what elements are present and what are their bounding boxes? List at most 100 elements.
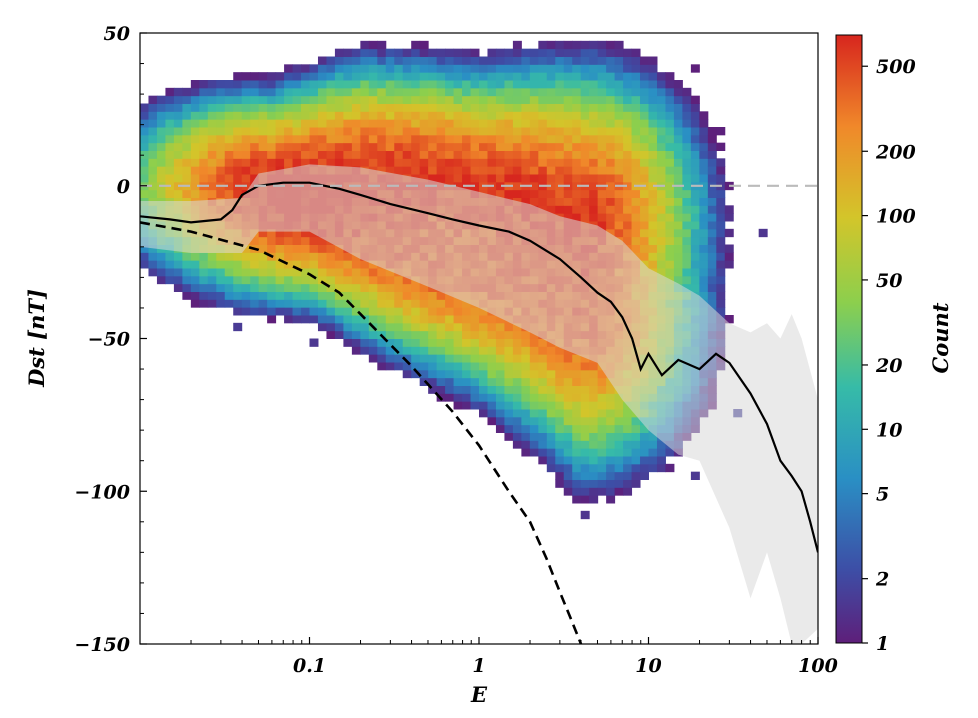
heatmap-cell — [623, 448, 633, 457]
heatmap-cell — [597, 456, 607, 465]
heatmap-cell — [724, 260, 734, 269]
heatmap-cell — [301, 268, 310, 277]
heatmap-cell — [563, 385, 573, 394]
heatmap-cell — [521, 424, 531, 433]
heatmap-cell — [343, 307, 353, 316]
heatmap-cell — [538, 103, 548, 112]
heatmap-cell — [656, 127, 666, 136]
heatmap-cell — [224, 119, 234, 128]
heatmap-cell — [165, 189, 175, 198]
heatmap-cell — [207, 189, 217, 198]
heatmap-cell — [428, 174, 438, 183]
heatmap-cell — [487, 111, 497, 120]
heatmap-cell — [140, 111, 149, 120]
heatmap-cell — [546, 401, 556, 410]
heatmap-cell — [207, 283, 217, 292]
heatmap-cell — [411, 80, 421, 89]
heatmap-cell — [512, 95, 522, 104]
heatmap-cell — [241, 87, 251, 97]
heatmap-cell — [453, 142, 463, 151]
heatmap-cell — [317, 260, 327, 269]
heatmap-cell — [224, 275, 234, 285]
heatmap-cell — [394, 330, 404, 339]
heatmap-cell — [589, 409, 599, 418]
heatmap-cell — [487, 330, 497, 339]
heatmap-cell — [690, 158, 700, 167]
heatmap-cell — [665, 111, 675, 120]
heatmap-cell — [495, 401, 505, 410]
heatmap-cell — [233, 80, 243, 89]
heatmap-cell — [419, 40, 429, 50]
heatmap-cell — [716, 158, 726, 167]
heatmap-cell — [656, 103, 666, 112]
heatmap-cell — [597, 205, 607, 214]
heatmap-cell — [648, 103, 658, 112]
heatmap-cell — [690, 150, 700, 159]
heatmap-cell — [453, 48, 463, 57]
heatmap-cell — [216, 150, 226, 159]
heatmap-cell — [470, 346, 480, 355]
heatmap-cell — [504, 127, 514, 136]
heatmap-cell — [563, 64, 573, 73]
heatmap-cell — [156, 111, 166, 120]
heatmap-cell — [538, 166, 548, 175]
heatmap-cell — [411, 354, 421, 363]
heatmap-cell — [470, 127, 480, 136]
heatmap-cell — [411, 40, 421, 50]
heatmap-cell — [546, 80, 556, 89]
heatmap-cell — [445, 354, 455, 363]
heatmap-cell — [682, 205, 692, 214]
heatmap-cell — [360, 150, 370, 159]
heatmap-cell — [521, 346, 531, 355]
heatmap-cell — [529, 181, 539, 191]
heatmap-cell — [453, 56, 463, 65]
heatmap-cell — [470, 369, 480, 379]
heatmap-cell — [665, 228, 675, 238]
heatmap-cell — [546, 64, 556, 73]
heatmap-cell — [580, 174, 590, 183]
heatmap-cell — [538, 424, 548, 433]
heatmap-cell — [682, 213, 692, 222]
heatmap-cell — [258, 142, 268, 151]
heatmap-cell — [207, 174, 217, 183]
heatmap-cell — [436, 150, 446, 159]
heatmap-cell — [402, 119, 412, 128]
heatmap-cell — [682, 244, 692, 253]
heatmap-cell — [182, 174, 192, 183]
spread-band-layer — [140, 164, 818, 644]
heatmap-cell — [360, 80, 370, 89]
heatmap-cell — [190, 80, 200, 89]
heatmap-cell — [402, 87, 412, 97]
heatmap-cell — [250, 291, 260, 300]
heatmap-cell — [690, 283, 700, 292]
heatmap-cell — [606, 174, 616, 183]
heatmap-cell — [538, 448, 548, 457]
heatmap-cell — [445, 377, 455, 386]
heatmap-cell — [555, 87, 565, 97]
heatmap-cell — [580, 479, 590, 488]
heatmap-cell — [292, 236, 302, 245]
heatmap-cell — [546, 142, 556, 151]
heatmap-cell — [597, 40, 607, 50]
heatmap-cell — [597, 80, 607, 89]
heatmap-cell — [326, 260, 336, 269]
heatmap-cell — [148, 111, 158, 120]
heatmap-cell — [589, 48, 599, 57]
heatmap-cell — [555, 346, 565, 355]
heatmap-cell — [428, 56, 438, 65]
heatmap-cell — [690, 236, 700, 245]
heatmap-cell — [589, 369, 599, 379]
heatmap-cell — [690, 252, 700, 261]
heatmap-cell — [606, 189, 616, 198]
heatmap-cell — [699, 228, 709, 238]
heatmap-cell — [512, 330, 522, 339]
heatmap-cell — [445, 64, 455, 73]
heatmap-cell — [326, 103, 336, 112]
heatmap-cell — [309, 307, 319, 316]
heatmap-cell — [606, 87, 616, 97]
heatmap-cell — [428, 299, 438, 308]
heatmap-cell — [606, 80, 616, 89]
heatmap-cell — [351, 119, 361, 128]
heatmap-cell — [326, 134, 336, 144]
heatmap-cell — [470, 103, 480, 112]
